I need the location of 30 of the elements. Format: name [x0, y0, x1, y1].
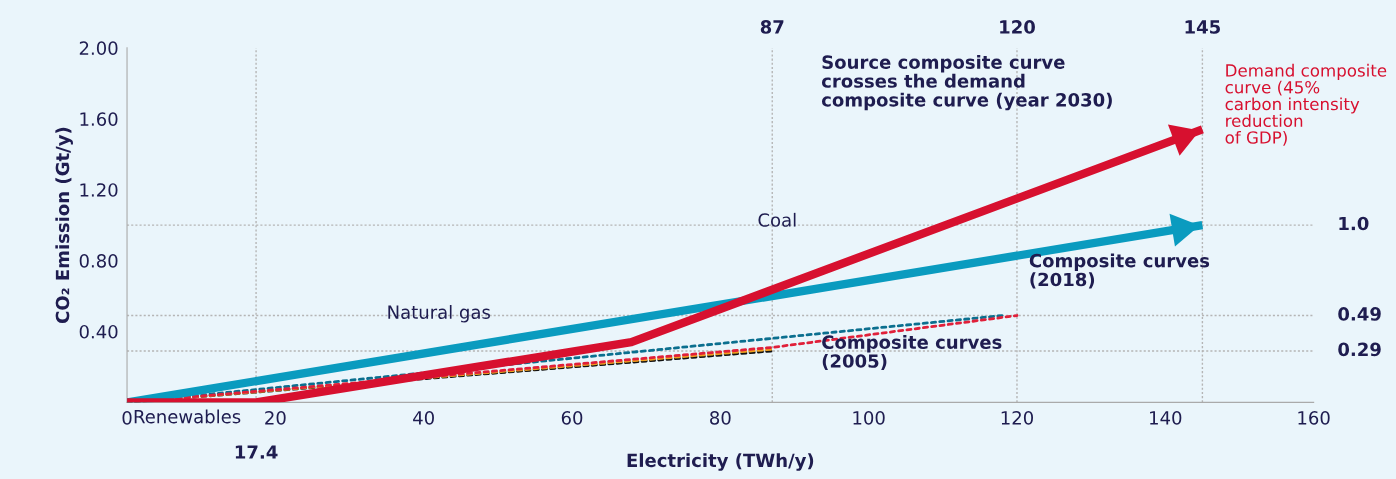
y-tick-label: 0.40	[79, 324, 118, 339]
ref-line-label: 0.29	[1338, 342, 1381, 357]
x-tick-label: 40	[413, 411, 434, 425]
annotation: Coal	[758, 212, 796, 227]
ref-line-label: 87	[760, 20, 784, 34]
annotation: Composite curves (2005)	[822, 335, 1002, 370]
y-tick-label: 2.00	[79, 41, 118, 56]
ref-line-label: 17.4	[235, 445, 278, 459]
x-axis-title: Electricity (TWh/y)	[627, 453, 814, 471]
x-tick-label: 80	[710, 411, 731, 425]
y-tick-label: 0.80	[79, 254, 118, 268]
ref-line-label: 1.0	[1339, 216, 1369, 231]
text: Renewables	[134, 409, 241, 424]
series-label: Demand composite curve (45% carbon intensity reduction of GDP)	[1225, 63, 1387, 146]
y-axis-title: CO₂ Emission (Gt/y)	[55, 127, 73, 324]
x-tick-label: 0	[122, 411, 132, 425]
x-tick-label: 120	[1001, 411, 1034, 425]
annotation: Composite curves (2018)	[1029, 253, 1210, 289]
y-tick-label: 1.60	[80, 112, 118, 126]
x-tick-label: 100	[853, 411, 885, 425]
x-tick-label: 140	[1150, 411, 1182, 425]
ref-line-label: 0.49	[1338, 307, 1381, 321]
annotation: Natural gas	[388, 305, 490, 323]
annotation: Source composite curve crosses the demand composite curve (year 2030)	[821, 54, 1112, 111]
x-tick-label: 160	[1298, 411, 1330, 425]
x-tick-label: 20	[265, 411, 286, 425]
x-tick-label: 60	[561, 411, 583, 425]
ref-line-label: 120	[1000, 20, 1035, 34]
ref-line-label: 145	[1185, 20, 1220, 34]
y-tick-label: 1.20	[80, 183, 118, 197]
